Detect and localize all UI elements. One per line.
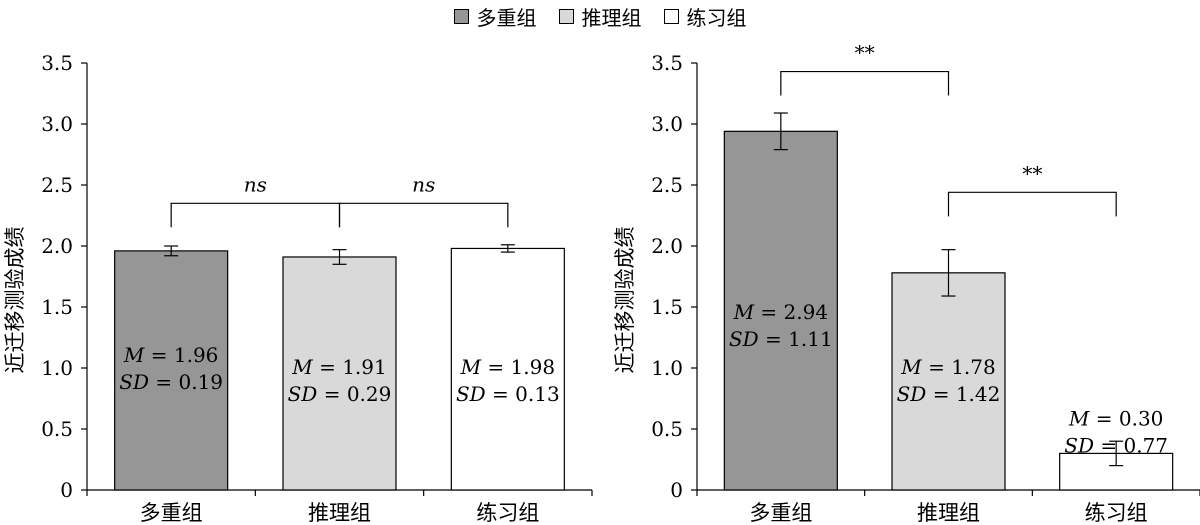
y-tick-label: 1.0 [651, 356, 683, 380]
legend-item-reasoning: 推理组 [558, 2, 642, 31]
legend-swatch-multi [453, 9, 469, 24]
legend-swatch-reasoning [558, 9, 574, 24]
y-tick-label: 0 [60, 478, 73, 502]
y-tick-label: 0 [670, 478, 683, 502]
y-axis-label: 近迁移测验成绩 [3, 227, 27, 374]
bar-1 [114, 250, 229, 491]
y-tick-label: 2.5 [651, 173, 683, 197]
y-tick-label: 3.5 [41, 51, 73, 75]
chart-panel-2: 0 0.5 1.0 1.5 2.0 2.5 3.0 3.5 多重组 推理组 练习组 近迁移测验成绩 M … [613, 41, 1200, 525]
y-tick-label: 3.0 [651, 112, 683, 136]
legend-item-multi: 多重组 [453, 2, 537, 31]
y-tick-label: 2.5 [41, 173, 73, 197]
y-tick-label: 1.0 [41, 356, 73, 380]
significance-bracket [170, 202, 341, 228]
significance-bracket [338, 202, 509, 228]
bar-2 [891, 272, 1006, 491]
y-tick-label: 2.0 [651, 234, 683, 258]
y-tick-label: 0.5 [651, 417, 683, 441]
bar-2 [282, 256, 397, 491]
mean-annotation: M = 1.78 [900, 355, 996, 379]
sd-annotation: SD = 0.29 [288, 382, 392, 406]
chart-panel-1: 0 0.5 1.0 1.5 2.0 2.5 3.0 3.5 多重组 推理组 练习组 近迁移测验成绩 M … [3, 51, 593, 525]
sd-annotation: SD = 1.42 [897, 382, 1001, 406]
significance-label: ** [855, 41, 875, 65]
legend-label-reasoning: 推理组 [581, 6, 642, 30]
y-tick-label: 1.5 [41, 295, 73, 319]
mean-annotation: M = 1.98 [460, 355, 556, 379]
sd-annotation: SD = 1.11 [729, 327, 833, 351]
x-tick-label: 练习组 [1085, 501, 1148, 525]
bar-1 [723, 130, 838, 491]
y-axis-label: 近迁移测验成绩 [613, 227, 637, 374]
significance-label: ns [244, 172, 267, 196]
mean-annotation: M = 1.96 [123, 343, 219, 367]
x-tick-label: 推理组 [917, 501, 980, 525]
y-tick-label: 2.0 [41, 234, 73, 258]
significance-bracket [780, 70, 950, 96]
sd-annotation: SD = 0.77 [1064, 433, 1168, 457]
legend-swatch-practice [663, 9, 679, 24]
x-tick-label: 多重组 [140, 501, 203, 525]
legend-item-practice: 练习组 [663, 2, 747, 31]
sd-annotation: SD = 0.13 [456, 382, 560, 406]
y-tick-label: 1.5 [651, 295, 683, 319]
x-tick-label: 练习组 [476, 501, 539, 525]
significance-label: ** [1022, 161, 1042, 185]
mean-annotation: M = 0.30 [1068, 406, 1164, 430]
legend-label-multi: 多重组 [476, 6, 537, 30]
legend: 多重组 推理组 练习组 [0, 2, 1200, 31]
y-tick-label: 3.5 [651, 51, 683, 75]
mean-annotation: M = 2.94 [733, 300, 829, 324]
y-tick-label: 3.0 [41, 112, 73, 136]
sd-annotation: SD = 0.19 [119, 370, 223, 394]
legend-label-practice: 练习组 [686, 6, 747, 30]
mean-annotation: M = 1.91 [291, 355, 387, 379]
x-tick-label: 多重组 [749, 501, 812, 525]
significance-label: ns [412, 172, 435, 196]
significance-bracket [947, 191, 1117, 217]
y-tick-label: 0.5 [41, 417, 73, 441]
x-tick-label: 推理组 [308, 501, 371, 525]
